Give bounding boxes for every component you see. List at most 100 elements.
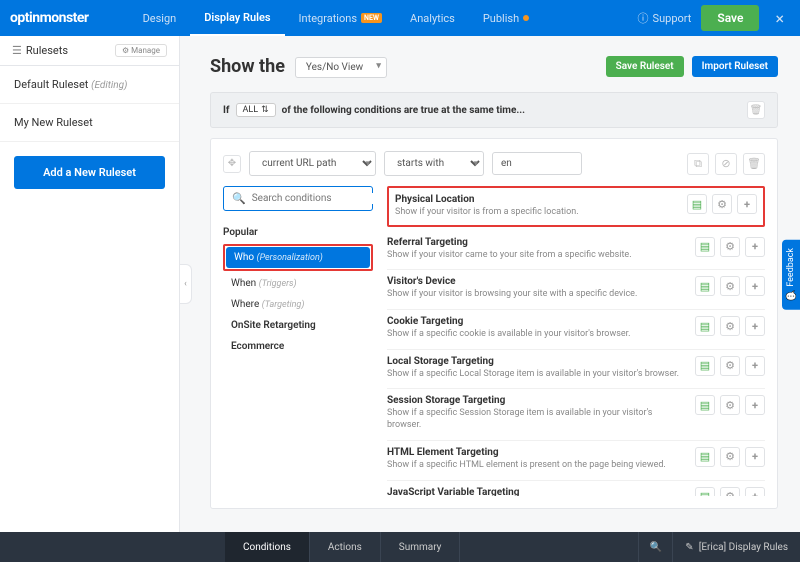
drag-handle[interactable]: ✥: [223, 155, 241, 173]
add-condition-button[interactable]: +: [745, 395, 765, 415]
condition-card: Visitor's Device Show if your visitor is …: [387, 270, 765, 310]
condition-card: Physical LocationShow if your visitor is…: [387, 186, 765, 227]
field-select[interactable]: current URL path: [249, 151, 376, 176]
add-condition-button[interactable]: +: [745, 237, 765, 257]
tab-actions[interactable]: Actions: [310, 532, 381, 562]
condition-title: Cookie Targeting: [387, 316, 687, 327]
cat-ecommerce[interactable]: Ecommerce: [223, 336, 373, 357]
copy-rule-button[interactable]: ⧉: [687, 153, 709, 175]
if-bar: If ALL ⇅ of the following conditions are…: [210, 92, 778, 128]
import-ruleset-button[interactable]: Import Ruleset: [692, 56, 778, 77]
doc-icon: ▤: [700, 490, 710, 496]
doc-icon: ▤: [700, 450, 710, 463]
cat-where[interactable]: Where (Targeting): [223, 294, 373, 315]
doc-button[interactable]: ▤: [695, 447, 715, 467]
nav-publish[interactable]: Publish: [469, 0, 543, 36]
gear-icon: ⚙: [725, 240, 735, 253]
plus-icon: +: [752, 320, 758, 333]
nav-display-rules[interactable]: Display Rules: [190, 0, 284, 36]
settings-button[interactable]: ⚙: [720, 356, 740, 376]
page-title: Show the: [210, 56, 285, 77]
doc-button[interactable]: ▤: [695, 395, 715, 415]
delete-group-button[interactable]: 🗑: [747, 101, 765, 119]
plus-icon: +: [752, 359, 758, 372]
collapse-sidebar-button[interactable]: ‹: [180, 264, 192, 304]
settings-button[interactable]: ⚙: [720, 487, 740, 497]
search-input[interactable]: [252, 193, 385, 204]
tab-conditions[interactable]: Conditions: [225, 532, 310, 562]
nav-analytics[interactable]: Analytics: [396, 0, 469, 36]
add-condition-button[interactable]: +: [745, 316, 765, 336]
condition-desc: Show if your visitor came to your site f…: [387, 250, 687, 262]
save-button[interactable]: Save: [701, 5, 759, 31]
help-icon: ⓘ: [638, 10, 649, 26]
pencil-icon: ✎: [685, 542, 693, 553]
condition-card: JavaScript Variable TargetingShow if a s…: [387, 481, 765, 497]
sidebar-item-my-new-ruleset[interactable]: My New Ruleset: [0, 104, 179, 142]
condition-desc: Show if your visitor is browsing your si…: [387, 289, 687, 301]
doc-icon: ▤: [700, 240, 710, 253]
disable-rule-button[interactable]: ⊘: [715, 153, 737, 175]
support-link[interactable]: ⓘ Support: [638, 10, 692, 26]
feedback-tab[interactable]: 💬 Feedback: [782, 240, 800, 310]
sidebar: ☰ Rulesets ⚙ Manage Default Ruleset (Edi…: [0, 36, 180, 532]
value-input[interactable]: [492, 152, 582, 175]
settings-button[interactable]: ⚙: [720, 276, 740, 296]
condition-title: JavaScript Variable Targeting: [387, 487, 687, 497]
add-ruleset-button[interactable]: Add a New Ruleset: [14, 156, 165, 189]
cat-onsite[interactable]: OnSite Retargeting: [223, 315, 373, 336]
search-conditions[interactable]: 🔍: [223, 186, 373, 211]
add-condition-button[interactable]: +: [737, 194, 757, 214]
delete-rule-button[interactable]: 🗑: [743, 153, 765, 175]
settings-button[interactable]: ⚙: [720, 447, 740, 467]
doc-button[interactable]: ▤: [695, 487, 715, 497]
bottom-bar: Conditions Actions Summary 🔍 ✎ [Erica] D…: [0, 532, 800, 562]
topbar: optinmonster Design Display Rules Integr…: [0, 0, 800, 36]
view-select[interactable]: Yes/No View: [295, 57, 387, 78]
list-icon: ☰: [12, 44, 22, 57]
cat-when[interactable]: When (Triggers): [223, 273, 373, 294]
doc-button[interactable]: ▤: [695, 276, 715, 296]
manage-button[interactable]: ⚙ Manage: [115, 44, 167, 57]
plus-icon: +: [752, 450, 758, 463]
cat-who[interactable]: Who (Personalization): [226, 247, 370, 268]
nav-integrations[interactable]: Integrations NEW: [285, 0, 397, 36]
condition-title: Visitor's Device: [387, 276, 687, 287]
logo: optinmonster: [10, 10, 89, 26]
gear-icon: ⚙: [725, 490, 735, 496]
save-ruleset-button[interactable]: Save Ruleset: [606, 56, 684, 77]
plus-icon: +: [744, 198, 750, 211]
doc-button[interactable]: ▤: [695, 356, 715, 376]
swap-icon: ⇅: [261, 105, 269, 115]
settings-button[interactable]: ⚙: [720, 316, 740, 336]
add-condition-button[interactable]: +: [745, 356, 765, 376]
settings-button[interactable]: ⚙: [720, 237, 740, 257]
gear-icon: ⚙: [725, 450, 735, 463]
all-chip[interactable]: ALL ⇅: [236, 103, 276, 117]
tab-summary[interactable]: Summary: [381, 532, 461, 562]
condition-desc: Show if a specific HTML element is prese…: [387, 460, 687, 472]
plus-icon: +: [752, 240, 758, 253]
settings-button[interactable]: ⚙: [720, 395, 740, 415]
who-highlight: Who (Personalization): [223, 244, 373, 271]
doc-button[interactable]: ▤: [695, 237, 715, 257]
nav-integrations-label: Integrations: [299, 12, 357, 25]
sidebar-item-default-ruleset[interactable]: Default Ruleset (Editing): [0, 66, 179, 104]
doc-button[interactable]: ▤: [687, 194, 707, 214]
doc-name[interactable]: ✎ [Erica] Display Rules: [672, 532, 800, 562]
add-condition-button[interactable]: +: [745, 487, 765, 497]
condition-card: Session Storage TargetingShow if a speci…: [387, 389, 765, 440]
search-bottom-button[interactable]: 🔍: [638, 532, 672, 562]
trash-icon: 🗑: [750, 105, 763, 116]
operator-select[interactable]: starts with: [384, 151, 484, 176]
doc-button[interactable]: ▤: [695, 316, 715, 336]
settings-button[interactable]: ⚙: [712, 194, 732, 214]
close-icon[interactable]: ×: [769, 9, 790, 28]
nav-design[interactable]: Design: [129, 0, 191, 36]
publish-dot-icon: [523, 15, 529, 21]
plus-icon: +: [752, 490, 758, 496]
condition-desc: Show if a specific Local Storage item is…: [387, 369, 687, 381]
cat-popular[interactable]: Popular: [223, 223, 373, 242]
add-condition-button[interactable]: +: [745, 276, 765, 296]
add-condition-button[interactable]: +: [745, 447, 765, 467]
